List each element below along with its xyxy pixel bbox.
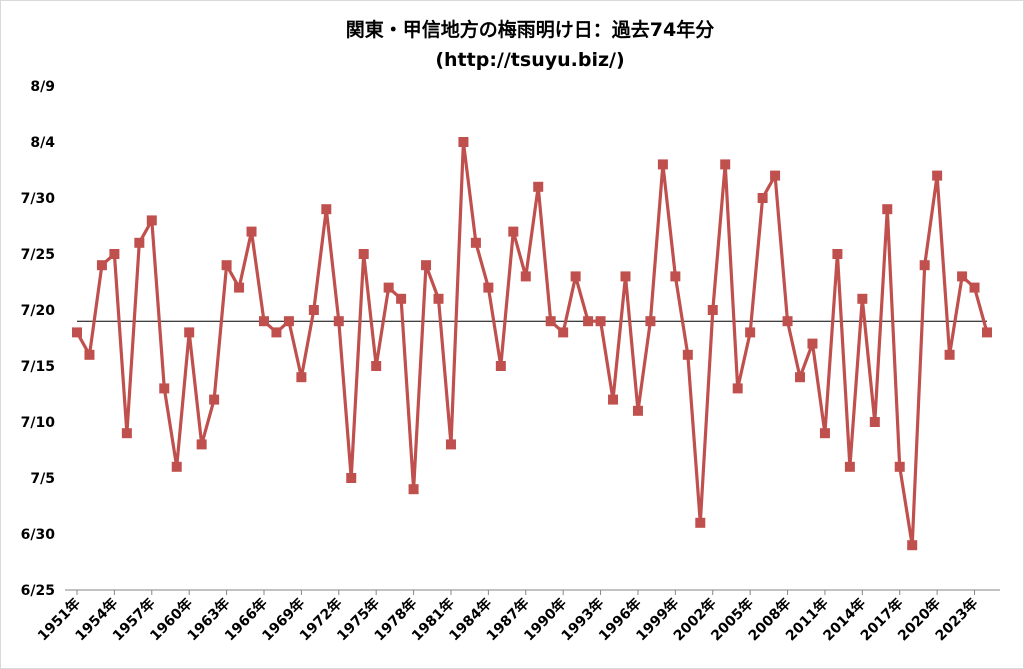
plot-area: 1951: 7/18 1952: 7/16 1953: 7/241954: 7/25… bbox=[72, 137, 992, 551]
data-point: 2003: 8/2 bbox=[720, 159, 731, 170]
data-point: 2016: 7/29 bbox=[882, 204, 893, 215]
x-axis: 1951年1954年1957年1960年1963年1966年1969年1972年… bbox=[34, 589, 1000, 644]
data-point: 1991: 7/23 bbox=[570, 271, 581, 282]
data-point: 1964: 7/22 bbox=[234, 282, 245, 293]
data-point: 1985: 7/15 bbox=[495, 361, 506, 371]
data-point: 1982: 8/4 bbox=[458, 137, 469, 147]
data-point: 1988: 7/31 bbox=[533, 181, 544, 192]
data-point: 1997: 7/19 bbox=[645, 316, 656, 327]
data-point: 1974: 7/25 bbox=[358, 249, 369, 259]
data-point: 1965: 7/27 bbox=[246, 226, 257, 237]
data-point: 1952: 7/16 bbox=[84, 349, 95, 360]
y-tick-label: 8/4 bbox=[30, 135, 55, 151]
data-point: 2018: 6/29 bbox=[907, 540, 918, 551]
data-point: 1996: 7/11 bbox=[632, 405, 643, 416]
data-point: 1955: 7/9 bbox=[121, 428, 132, 439]
data-point: 1973: 7/5 bbox=[346, 473, 357, 483]
data-point: 1979: 7/24 bbox=[421, 260, 432, 271]
data-point: 1976: 7/22 bbox=[383, 282, 394, 293]
y-tick-label: 7/30 bbox=[21, 191, 56, 207]
data-point: 1986: 7/27 bbox=[508, 226, 519, 237]
data-point: 2014: 7/21 bbox=[857, 293, 868, 304]
data-point: 1961: 7/8 bbox=[196, 439, 207, 450]
data-point: 1969: 7/14 bbox=[296, 372, 307, 383]
data-point: 2010: 7/17 bbox=[807, 338, 818, 349]
data-point: 1990: 7/18 bbox=[558, 327, 569, 338]
data-point: 2009: 7/14 bbox=[795, 372, 806, 383]
y-tick-label: 7/10 bbox=[21, 415, 56, 431]
data-point: 1993: 7/19 bbox=[595, 316, 606, 327]
data-point: 2006: 7/30 bbox=[757, 193, 768, 203]
data-point: 1951: 7/18 bbox=[72, 327, 82, 338]
data-point: 1970: 7/20 bbox=[308, 305, 319, 315]
data-point: 2007: 8/1 bbox=[770, 170, 781, 181]
data-point: 1989: 7/19 bbox=[545, 316, 556, 327]
data-point: 1984: 7/22 bbox=[483, 282, 494, 293]
data-point: 2004: 7/13 bbox=[732, 383, 743, 394]
data-point: 1981: 7/8 bbox=[445, 439, 456, 450]
data-point: 1978: 7/4 bbox=[408, 484, 419, 495]
y-tick-label: 7/15 bbox=[21, 359, 55, 375]
data-point: 2024: 7/18 bbox=[982, 327, 992, 338]
data-point: 1995: 7/23 bbox=[620, 271, 631, 282]
data-point: 1971: 7/29 bbox=[321, 204, 332, 215]
data-point: 1967: 7/18 bbox=[271, 327, 282, 338]
data-point: 1963: 7/24 bbox=[221, 260, 232, 271]
data-point: 1968: 7/19 bbox=[283, 316, 294, 327]
data-point: 1977: 7/21 bbox=[396, 293, 407, 304]
data-point: 2001: 7/1 bbox=[695, 517, 706, 528]
data-point: 1983: 7/26 bbox=[470, 237, 481, 248]
data-point: 2002: 7/20 bbox=[707, 305, 718, 315]
data-point: 1958: 7/13 bbox=[159, 383, 170, 394]
y-axis: 6/25 6/30 7/5 7/10 7/15 7/20 7/25 7/30 8/4 8/9 bbox=[21, 79, 56, 599]
data-point: 2022: 7/23 bbox=[957, 271, 968, 282]
data-point: 1998: 8/2 bbox=[657, 159, 668, 170]
y-tick-label: 7/20 bbox=[21, 303, 56, 319]
data-point: 2020: 8/1 bbox=[932, 170, 943, 181]
data-point: 2012: 7/25 bbox=[832, 249, 843, 259]
data-point: 2011: 7/9 bbox=[819, 428, 830, 439]
data-point: 2017: 7/6 bbox=[894, 461, 905, 472]
data-point: 1999: 7/23 bbox=[670, 271, 681, 282]
data-point: 1966: 7/19 bbox=[258, 316, 269, 327]
data-point: 1992: 7/19 bbox=[583, 316, 594, 327]
data-point: 1959: 7/6 bbox=[171, 461, 182, 472]
data-point: 1980: 7/21 bbox=[433, 293, 444, 304]
data-point: 2023: 7/22 bbox=[969, 282, 980, 293]
data-point: 1994: 7/12 bbox=[608, 394, 619, 405]
data-point: 2000: 7/16 bbox=[682, 349, 693, 360]
data-point: 2015: 7/10 bbox=[869, 417, 880, 427]
chart-title: 関東・甲信地方の梅雨明け日：過去74年分 bbox=[346, 18, 714, 41]
data-point: 1972: 7/19 bbox=[333, 316, 344, 327]
chart-subtitle: (http://tsuyu.biz/) bbox=[435, 49, 624, 71]
data-point: 1987: 7/23 bbox=[520, 271, 531, 282]
y-tick-label: 6/25 bbox=[21, 583, 55, 599]
series-line bbox=[75, 140, 989, 547]
y-tick-label: 7/25 bbox=[21, 247, 55, 263]
data-point: 2019: 7/24 bbox=[919, 260, 930, 271]
data-point: 2008: 7/19 bbox=[782, 316, 793, 327]
data-point: 2005: 7/18 bbox=[745, 327, 756, 338]
data-point: 1962: 7/12 bbox=[209, 394, 220, 405]
data-point: 1953: 7/24 bbox=[96, 260, 107, 271]
y-tick-label: 8/9 bbox=[30, 79, 55, 95]
y-tick-label: 7/5 bbox=[30, 471, 55, 487]
data-point: 1975: 7/15 bbox=[371, 361, 382, 371]
data-point: 1960: 7/18 bbox=[184, 327, 195, 338]
data-point: 1956: 7/26 bbox=[134, 237, 145, 248]
data-point: 2021: 7/16 bbox=[944, 349, 955, 360]
data-point: 1954: 7/25 bbox=[109, 249, 120, 259]
y-tick-label: 6/30 bbox=[21, 527, 56, 543]
data-point: 2013: 7/6 bbox=[844, 461, 855, 472]
data-point: 1957: 7/28 bbox=[146, 215, 157, 226]
